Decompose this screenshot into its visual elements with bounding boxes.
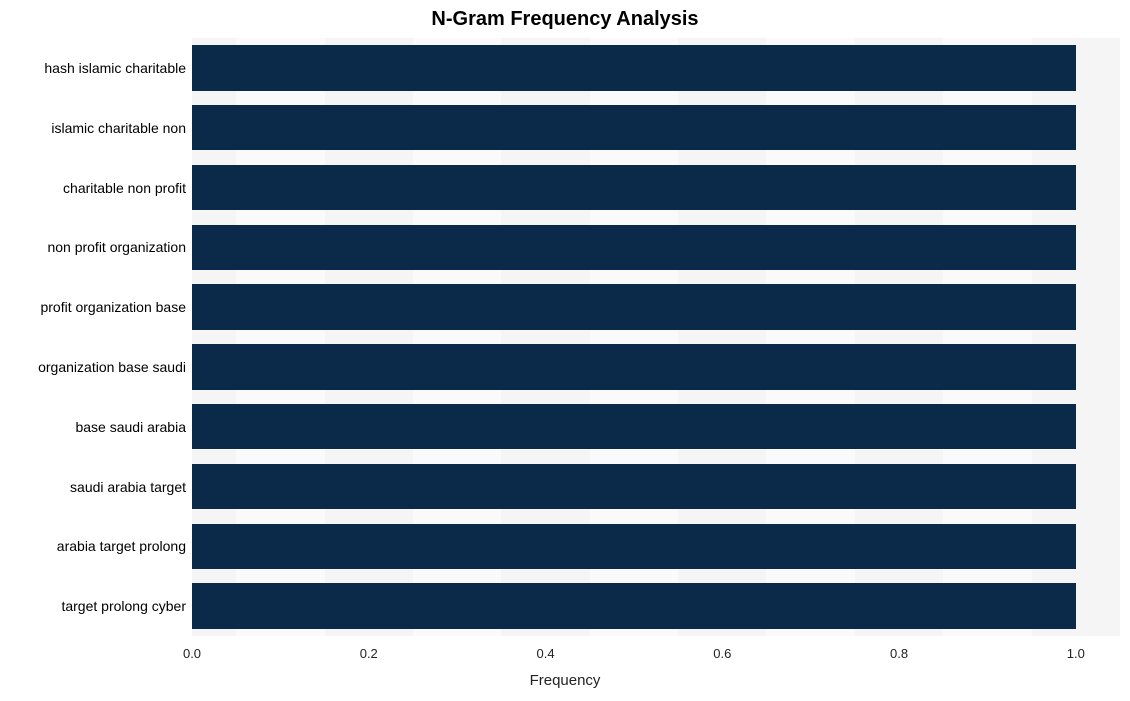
bar <box>192 45 1076 90</box>
bar-row <box>192 105 1120 150</box>
bar <box>192 165 1076 210</box>
chart-title: N-Gram Frequency Analysis <box>0 8 1130 31</box>
y-tick-label: profit organization base <box>0 299 186 315</box>
y-tick-label: arabia target prolong <box>0 538 186 554</box>
bar-row <box>192 344 1120 389</box>
x-tick-label: 0.0 <box>183 646 201 661</box>
y-tick-label: organization base saudi <box>0 359 186 375</box>
bar-row <box>192 45 1120 90</box>
bar <box>192 344 1076 389</box>
bar-row <box>192 464 1120 509</box>
bar-row <box>192 225 1120 270</box>
bar-row <box>192 583 1120 628</box>
x-tick-label: 1.0 <box>1067 646 1085 661</box>
y-tick-label: islamic charitable non <box>0 120 186 136</box>
x-axis-label: Frequency <box>0 672 1130 689</box>
x-tick-label: 0.2 <box>360 646 378 661</box>
bar <box>192 404 1076 449</box>
x-tick-label: 0.4 <box>536 646 554 661</box>
bar-row <box>192 165 1120 210</box>
bar <box>192 524 1076 569</box>
bar-row <box>192 524 1120 569</box>
y-tick-label: target prolong cyber <box>0 598 186 614</box>
bar-row <box>192 404 1120 449</box>
y-tick-label: non profit organization <box>0 239 186 255</box>
y-tick-label: saudi arabia target <box>0 479 186 495</box>
y-tick-label: base saudi arabia <box>0 419 186 435</box>
bar <box>192 105 1076 150</box>
bar <box>192 284 1076 329</box>
plot-area <box>192 38 1120 636</box>
bar <box>192 583 1076 628</box>
bar <box>192 225 1076 270</box>
bar-row <box>192 284 1120 329</box>
x-tick-label: 0.6 <box>713 646 731 661</box>
x-tick-label: 0.8 <box>890 646 908 661</box>
bar <box>192 464 1076 509</box>
ngram-frequency-chart: N-Gram Frequency Analysis hash islamic c… <box>0 0 1130 701</box>
y-tick-label: charitable non profit <box>0 180 186 196</box>
y-tick-label: hash islamic charitable <box>0 60 186 76</box>
